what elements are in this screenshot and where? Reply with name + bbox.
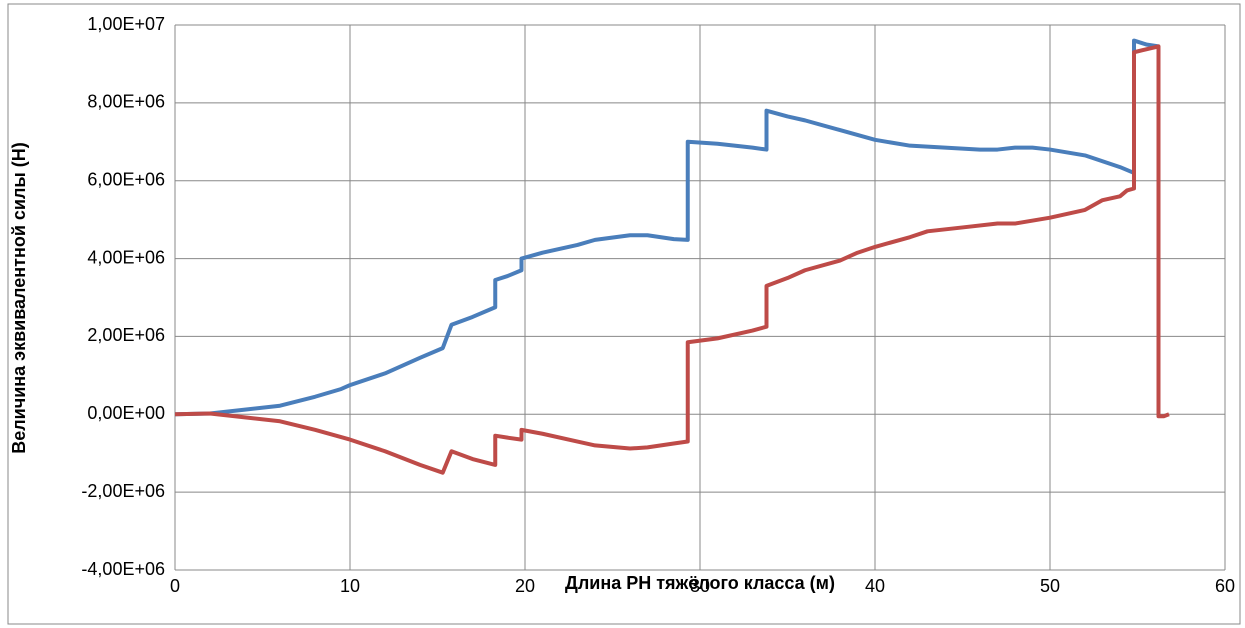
y-tick-label: -4,00E+06 xyxy=(81,559,165,579)
y-tick-label: 1,00E+07 xyxy=(87,14,165,34)
y-tick-label: 8,00E+06 xyxy=(87,92,165,112)
x-tick-label: 10 xyxy=(340,576,360,596)
y-tick-label: 6,00E+06 xyxy=(87,169,165,189)
y-tick-label: 2,00E+06 xyxy=(87,325,165,345)
x-tick-label: 0 xyxy=(170,576,180,596)
series-line xyxy=(174,44,1170,475)
x-tick-label: 20 xyxy=(515,576,535,596)
y-tick-label: 4,00E+06 xyxy=(87,247,165,267)
x-tick-label: 60 xyxy=(1215,576,1235,596)
y-tick-label: -2,00E+06 xyxy=(81,481,165,501)
chart-frame xyxy=(7,3,1241,625)
y-tick-label: 0,00E+00 xyxy=(87,403,165,423)
x-axis-title: Длина РН тяжёлого класса (м) xyxy=(565,573,835,593)
series-line xyxy=(174,38,1159,417)
y-axis-title: Величина эквивалентной силы (Н) xyxy=(9,142,29,454)
x-tick-label: 30 xyxy=(690,576,710,596)
x-tick-label: 40 xyxy=(865,576,885,596)
x-tick-label: 50 xyxy=(1040,576,1060,596)
